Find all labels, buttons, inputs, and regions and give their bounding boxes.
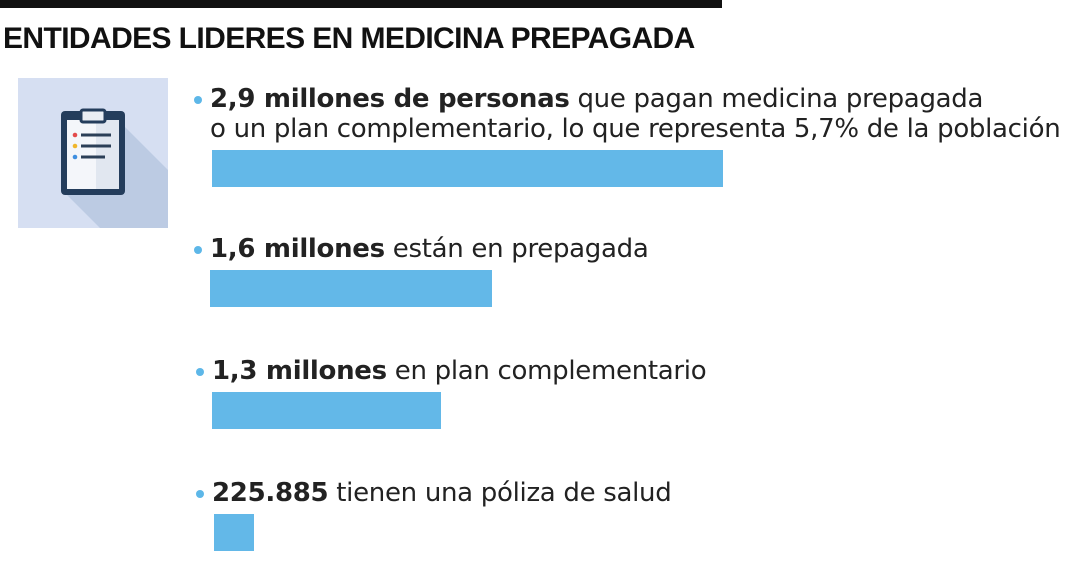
bar-value-label: 1,3 millones (212, 356, 387, 386)
bar-value-label: 225.885 (212, 478, 329, 508)
bar (210, 270, 492, 307)
bar-value-label: 2,9 millones de personas (210, 84, 570, 114)
top-rule (0, 0, 722, 8)
clipboard-icon (18, 78, 168, 228)
bar-value-label: 1,6 millones (210, 234, 385, 264)
bar-label: 225.885 tienen una póliza de salud (212, 478, 672, 508)
bar-description: en plan complementario (386, 356, 707, 386)
bar-label: 2,9 millones de personas que pagan medic… (210, 84, 1061, 144)
bar-label: 1,3 millones en plan complementario (212, 356, 707, 386)
bullet-dot (196, 490, 204, 498)
bar (212, 150, 723, 187)
bar-label: 1,6 millones están en prepagada (210, 234, 649, 264)
bar-description: están en prepagada (384, 234, 649, 264)
bar-description: que pagan medicina prepagada (569, 84, 984, 114)
bar-description-line2: o un plan complementario, lo que represe… (210, 114, 1061, 144)
bar (212, 392, 441, 429)
bar-description: tienen una póliza de salud (328, 478, 672, 508)
bullet-dot (194, 96, 202, 104)
chart-title: ENTIDADES LIDERES EN MEDICINA PREPAGADA (3, 22, 695, 55)
bullet-dot (196, 368, 204, 376)
bullet-dot (194, 246, 202, 254)
bar (214, 514, 254, 551)
